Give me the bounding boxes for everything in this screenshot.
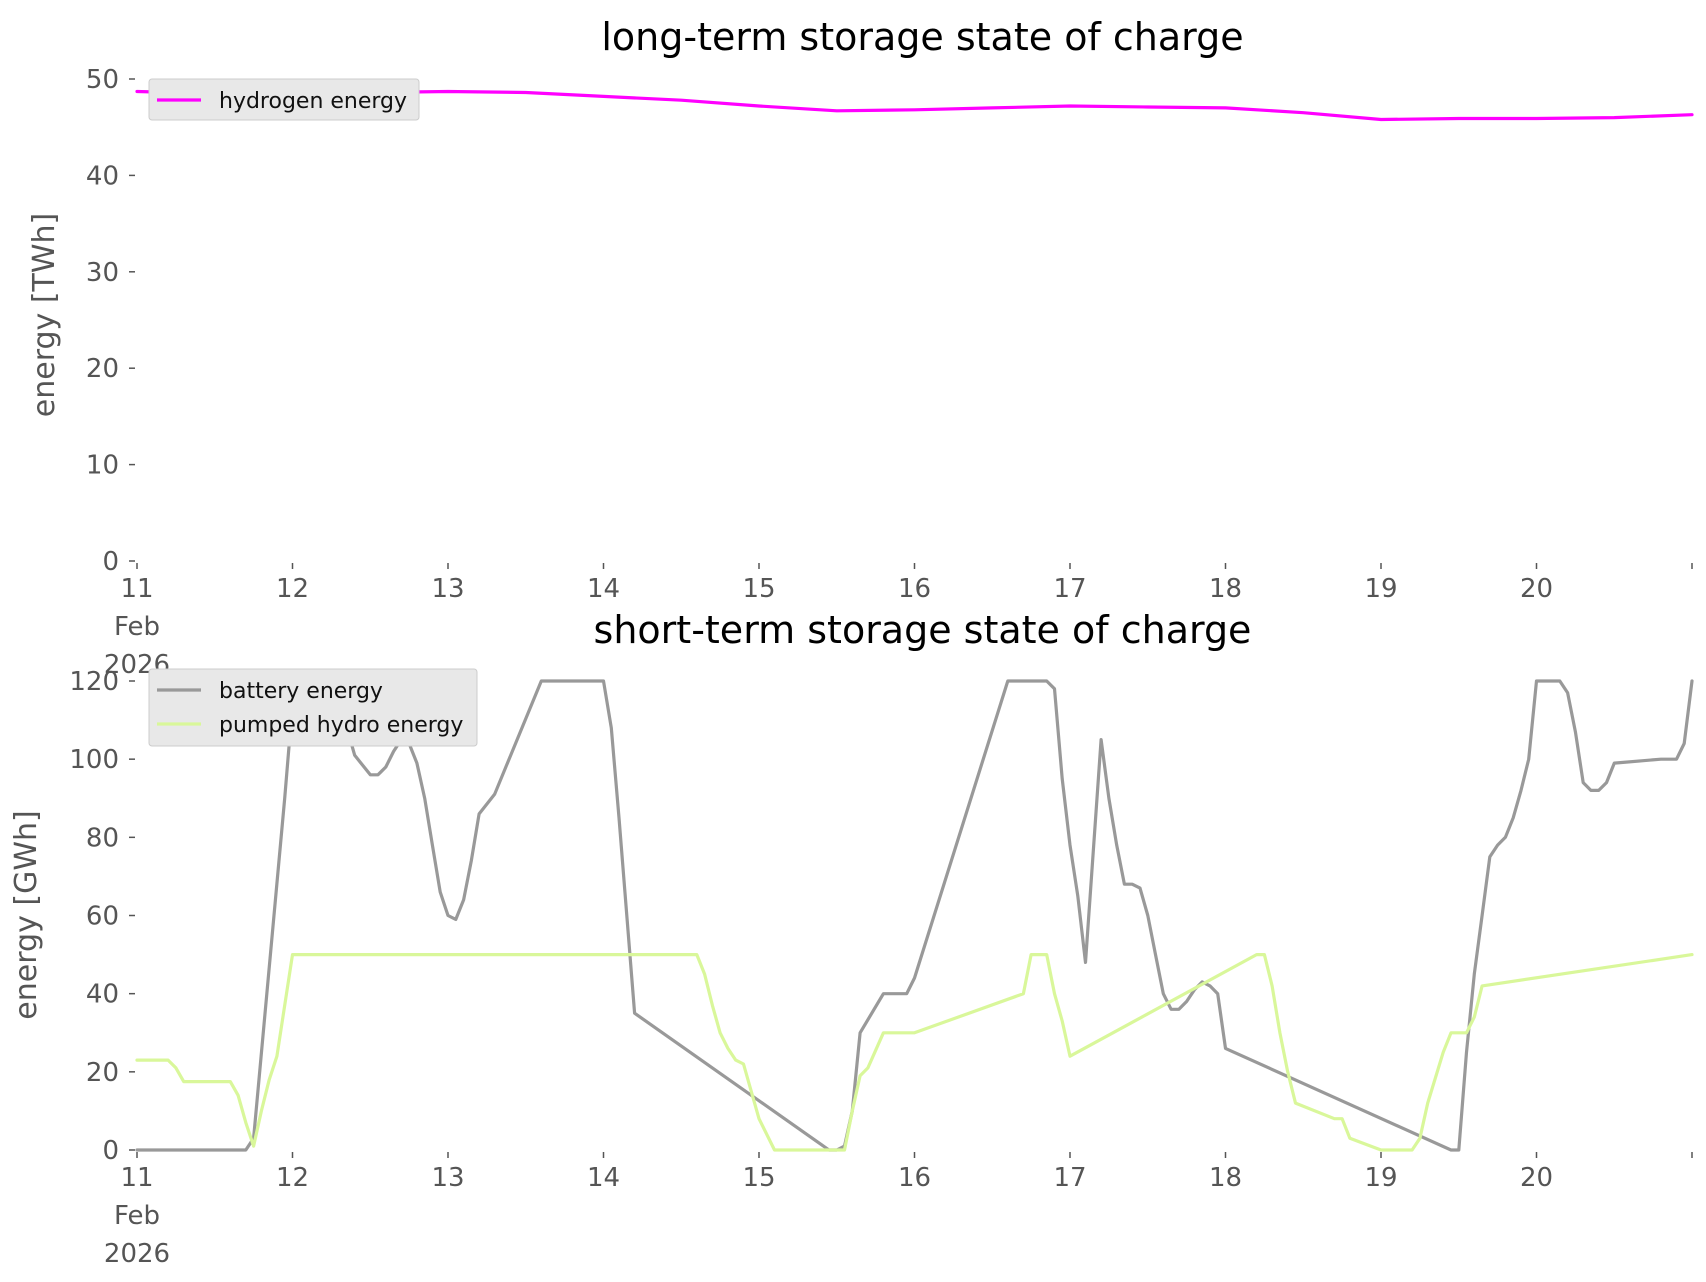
legend-label-pumped-hydro-energy: pumped hydro energy	[219, 713, 463, 738]
x-tick-label: Feb	[114, 1201, 160, 1231]
x-tick-label: 18	[1209, 574, 1242, 604]
short-term-storage-panel: short-term storage state of charge energy…	[9, 608, 1694, 1269]
y-tick-label: 30	[86, 258, 119, 288]
x-tick-label: 11	[120, 574, 153, 604]
y-tick-label: 0	[102, 547, 119, 577]
x-tick-label: 14	[587, 1163, 620, 1193]
chart-title: short-term storage state of charge	[594, 608, 1252, 652]
y-tick-label: 50	[86, 65, 119, 95]
x-tick-label: 13	[431, 1163, 464, 1193]
legend-box	[148, 78, 420, 121]
y-tick-label: 20	[86, 354, 119, 384]
y-tick-label: 80	[86, 823, 119, 853]
y-tick-label: 40	[86, 980, 119, 1010]
x-tick-label: 11	[120, 1163, 153, 1193]
x-tick-label: 18	[1209, 1163, 1242, 1193]
series-line-pumped-hydro-energy	[135, 952, 1694, 1152]
legend-label-hydrogen-energy: hydrogen energy	[219, 89, 407, 114]
x-tick-label: 15	[742, 574, 775, 604]
x-tick-label: 12	[276, 1163, 309, 1193]
x-tick-label: 19	[1364, 1163, 1397, 1193]
x-tick-label: 20	[1520, 1163, 1553, 1193]
y-tick-label: 120	[69, 667, 119, 697]
legend: battery energy pumped hydro energy	[148, 668, 478, 747]
y-tick-label: 10	[86, 451, 119, 481]
x-tick-label: 16	[898, 574, 931, 604]
x-tick-label: 15	[742, 1163, 775, 1193]
x-tick-label: 16	[898, 1163, 931, 1193]
y-tick-label: 40	[86, 161, 119, 191]
x-tick-label: 17	[1053, 1163, 1086, 1193]
x-tick-label: 2026	[104, 1239, 170, 1269]
y-axis-label: energy [TWh]	[27, 213, 62, 417]
y-axis-label: energy [GWh]	[9, 810, 44, 1019]
legend-box	[148, 668, 478, 747]
x-tick-label: 19	[1364, 574, 1397, 604]
y-tick-label: 0	[102, 1136, 119, 1166]
x-tick-label: Feb	[114, 612, 160, 642]
legend-label-battery-energy: battery energy	[219, 679, 383, 704]
legend: hydrogen energy	[148, 78, 420, 121]
long-term-storage-panel: long-term storage state of charge energy …	[27, 15, 1694, 680]
x-tick-label: 14	[587, 574, 620, 604]
series-line-battery-energy	[135, 679, 1694, 1152]
y-tick-label: 60	[86, 902, 119, 932]
x-tick-label: 12	[276, 574, 309, 604]
chart-title: long-term storage state of charge	[601, 15, 1243, 59]
y-tick-label: 20	[86, 1058, 119, 1088]
y-tick-label: 100	[69, 745, 119, 775]
x-tick-label: 20	[1520, 574, 1553, 604]
x-tick-label: 13	[431, 574, 464, 604]
x-tick-label: 17	[1053, 574, 1086, 604]
